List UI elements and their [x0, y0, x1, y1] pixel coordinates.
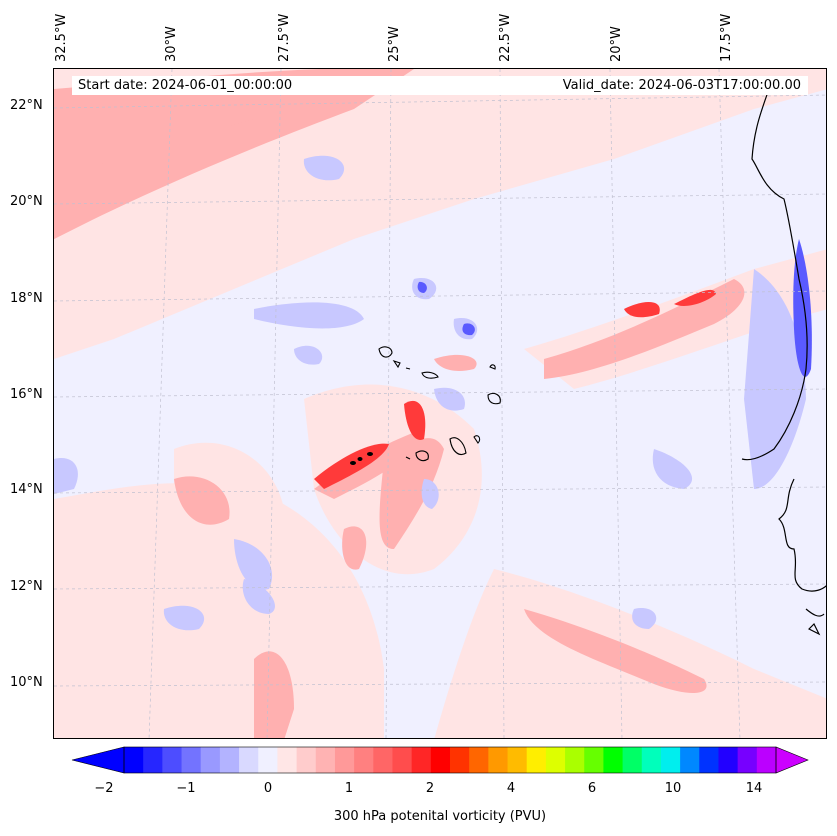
lat-label: 20°N: [10, 194, 43, 209]
colorbar-segment: [296, 747, 317, 773]
lat-label: 16°N: [10, 387, 43, 402]
map-panel: [53, 68, 827, 739]
colorbar-tick-label: 14: [745, 781, 763, 796]
colorbar-segment: [450, 747, 470, 773]
colorbar-segment: [143, 747, 163, 773]
colorbar-segment: [219, 747, 240, 773]
colorbar-segment: [680, 747, 700, 773]
colorbar-segment: [334, 747, 355, 773]
colorbar-segment: [488, 747, 509, 773]
negative-regions: [54, 155, 806, 631]
colorbar-segment: [258, 747, 278, 773]
colorbar-segment: [354, 747, 374, 773]
colorbar-segment: [718, 747, 739, 773]
colorbar-segment: [124, 747, 144, 773]
pv-peak-markers: [350, 452, 373, 465]
colorbar-segment: [239, 747, 259, 773]
colorbar-min-arrow: [71, 746, 125, 774]
colorbar-tick-label: 2: [425, 781, 435, 796]
lon-label: 22.5°W: [498, 13, 513, 62]
colorbar-segment: [315, 747, 336, 773]
colorbar-segment: [181, 747, 202, 773]
colorbar-segment: [526, 747, 547, 773]
colorbar-segment: [641, 747, 662, 773]
colorbar-segment: [411, 747, 432, 773]
colorbar-tick-label: −2: [94, 781, 114, 796]
graticule: [54, 69, 826, 738]
colorbar-segments: [124, 747, 777, 773]
colorbar-segment: [430, 747, 451, 773]
colorbar-segment: [584, 747, 604, 773]
lat-label: 12°N: [10, 579, 43, 594]
start-date-label: Start date: 2024-06-01_00:00:00: [78, 78, 293, 93]
colorbar: [71, 746, 809, 774]
colorbar-tick-label: 1: [344, 781, 354, 796]
coastline: [741, 88, 826, 636]
lat-label: 22°N: [10, 98, 43, 113]
lon-label: 25°W: [387, 26, 402, 62]
lon-label: 32.5°W: [54, 13, 69, 62]
moderate-positive-bands: [54, 69, 745, 738]
lon-label: 30°W: [164, 26, 179, 62]
cape-verde-islands: [378, 346, 501, 462]
lat-label: 14°N: [10, 482, 43, 497]
colorbar-outline: [123, 746, 777, 774]
colorbar-segment: [545, 747, 566, 773]
colorbar-segment: [756, 747, 777, 773]
colorbar-segment: [660, 747, 681, 773]
lat-label: 18°N: [10, 291, 43, 306]
colorbar-tick-label: 10: [664, 781, 682, 796]
lon-label: 27.5°W: [277, 13, 292, 62]
colorbar-segment: [277, 747, 298, 773]
colorbar-segment: [603, 747, 624, 773]
colorbar-tick-label: 6: [587, 781, 597, 796]
colorbar-segment: [737, 747, 758, 773]
lon-label: 20°W: [609, 26, 624, 62]
colorbar-tick-label: 0: [263, 781, 273, 796]
pv-field-map: [54, 69, 826, 738]
colorbar-segment: [565, 747, 585, 773]
colorbar-segment: [469, 747, 489, 773]
date-info-bar: Start date: 2024-06-01_00:00:00 Valid_da…: [72, 76, 808, 95]
colorbar-max-arrow: [775, 746, 809, 774]
colorbar-segment: [373, 747, 393, 773]
valid-date-label: Valid_date: 2024-06-03T17:00:00.00: [562, 78, 801, 93]
colorbar-segment: [200, 747, 221, 773]
colorbar-tick-label: −1: [176, 781, 196, 796]
colorbar-segment: [507, 747, 528, 773]
colorbar-segment: [699, 747, 719, 773]
colorbar-segment: [622, 747, 643, 773]
lon-label: 17.5°W: [719, 13, 734, 62]
lat-label: 10°N: [10, 675, 43, 690]
colorbar-tick-label: 4: [506, 781, 516, 796]
colorbar-segment: [162, 747, 183, 773]
colorbar-label: 300 hPa potenital vorticity (PVU): [333, 809, 547, 824]
colorbar-segment: [392, 747, 413, 773]
